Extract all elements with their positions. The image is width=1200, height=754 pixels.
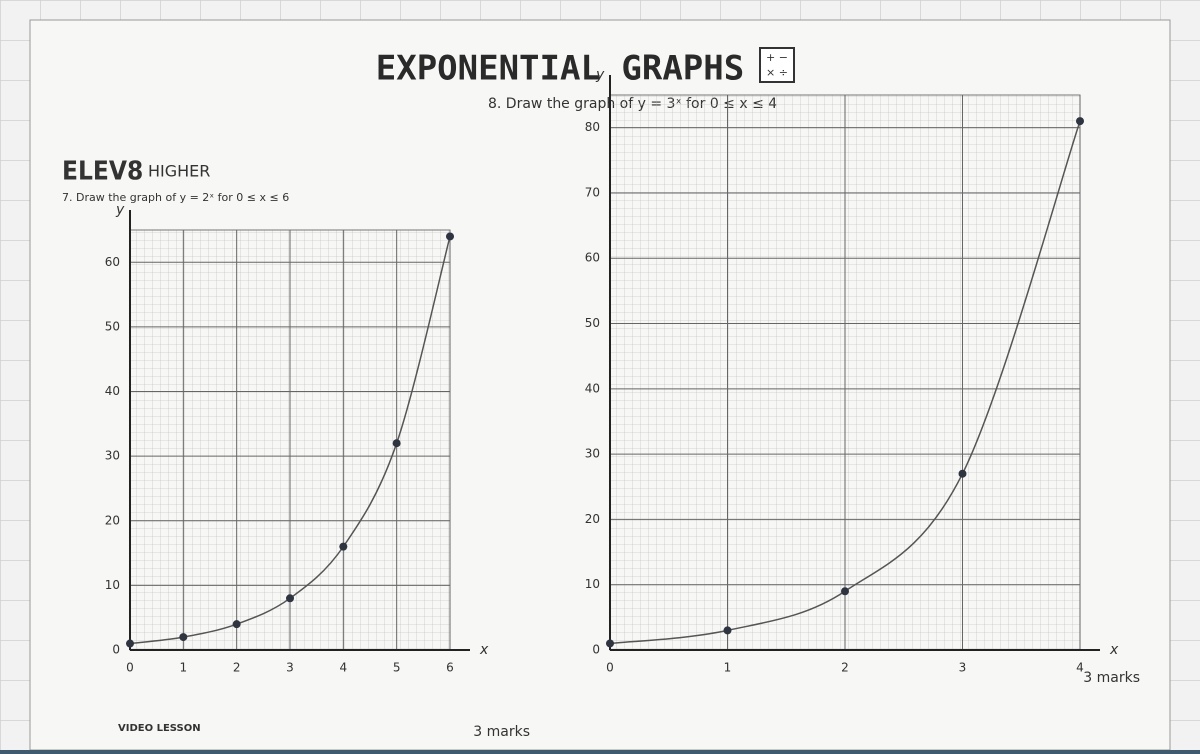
- y-tick-label: 30: [105, 449, 120, 463]
- point: [1076, 117, 1084, 126]
- point: [232, 620, 241, 629]
- y-tick-label: 0: [592, 643, 600, 657]
- x-tick-label: 1: [724, 661, 732, 675]
- page-title: EXPONENTIAL GRAPHS: [376, 49, 744, 89]
- y-tick-label: 20: [105, 513, 120, 527]
- x-tick-label: 2: [841, 661, 849, 675]
- point: [179, 633, 188, 642]
- brand: ELEV8: [62, 157, 143, 187]
- point: [392, 439, 401, 448]
- point: [446, 232, 454, 241]
- point: [606, 639, 614, 648]
- level: HIGHER: [148, 162, 210, 181]
- point: [286, 594, 294, 603]
- y-axis-label: y: [595, 67, 605, 83]
- point: [841, 587, 849, 596]
- y-tick-label: 10: [585, 577, 600, 591]
- y-tick-label: 40: [105, 384, 120, 398]
- x-tick-label: 5: [393, 661, 401, 675]
- x-tick-label: 4: [340, 661, 348, 675]
- x-tick-label: 0: [606, 661, 614, 675]
- y-tick-label: 50: [105, 319, 120, 333]
- x-tick-label: 6: [446, 661, 454, 675]
- x-axis-label: x: [1109, 642, 1119, 658]
- y-tick-label: 40: [585, 381, 600, 395]
- y-tick-label: 80: [585, 120, 600, 134]
- y-tick-label: 20: [585, 512, 600, 526]
- point: [958, 469, 967, 478]
- calculator-icon: + − × ÷: [759, 47, 795, 83]
- y-tick-label: 50: [585, 316, 600, 330]
- y-tick-label: 70: [585, 185, 600, 199]
- y-tick-label: 30: [585, 447, 600, 461]
- y-tick-label: 60: [105, 255, 120, 269]
- x-axis-label: x: [479, 642, 489, 658]
- marks: 3 marks: [473, 724, 530, 740]
- curve: [609, 120, 1081, 645]
- y-tick-label: 0: [112, 643, 120, 657]
- point: [339, 542, 348, 551]
- x-tick-label: 3: [286, 661, 294, 675]
- x-tick-label: 1: [180, 661, 188, 675]
- y-tick-label: 60: [585, 251, 600, 265]
- video-lesson: VIDEO LESSON: [118, 723, 201, 734]
- question: 7. Draw the graph of y = 2ˣ for 0 ≤ x ≤ …: [62, 191, 289, 204]
- svg-text:× ÷: × ÷: [766, 66, 788, 79]
- point: [723, 626, 732, 635]
- curve: [129, 236, 451, 645]
- x-tick-label: 3: [959, 661, 967, 675]
- x-tick-label: 4: [1076, 661, 1084, 675]
- svg-text:+ −: + −: [766, 51, 788, 64]
- marks: 3 marks: [1083, 670, 1140, 686]
- x-tick-label: 0: [126, 661, 134, 675]
- x-tick-label: 2: [233, 661, 241, 675]
- y-tick-label: 10: [105, 578, 120, 592]
- y-axis-label: y: [115, 202, 125, 218]
- point: [126, 639, 134, 648]
